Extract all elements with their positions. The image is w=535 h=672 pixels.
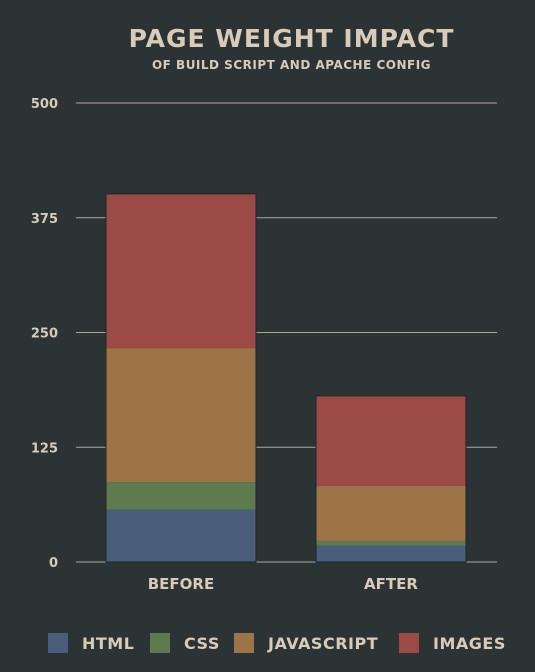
legend-label: HTML — [82, 633, 135, 653]
bar-segment-css-before — [106, 482, 256, 510]
legend-label: CSS — [184, 633, 220, 653]
x-tick-label: AFTER — [364, 575, 418, 593]
chart-title: PAGE WEIGHT IMPACT — [128, 24, 455, 53]
bar-segment-images-after — [316, 395, 466, 486]
bar-segment-javascript-before — [106, 348, 256, 483]
bar-segment-html-after — [316, 545, 466, 562]
bars — [105, 193, 467, 563]
bar-outline — [315, 395, 467, 563]
y-tick-label: 125 — [31, 441, 58, 456]
legend-item-html: HTML — [48, 631, 134, 655]
legend-label: IMAGES — [433, 633, 506, 653]
legend-item-css: CSS — [150, 631, 220, 655]
bar-segment-javascript-after — [316, 485, 466, 541]
bar-segment-images-before — [106, 193, 256, 349]
legend: HTML CSS JAVASCRIPT IMAGES — [0, 631, 535, 657]
x-axis-ticks: BEFORE AFTER — [148, 575, 419, 593]
legend-swatch — [399, 633, 419, 653]
x-tick-label: BEFORE — [148, 575, 214, 593]
chart-subtitle: OF BUILD SCRIPT AND APACHE CONFIG — [151, 58, 432, 72]
bar-outline — [105, 193, 257, 563]
bar-segment-html-before — [106, 509, 256, 562]
legend-swatch — [234, 633, 254, 653]
bar-segment-css-after — [316, 540, 466, 546]
y-tick-label: 250 — [31, 327, 58, 342]
legend-label: JAVASCRIPT — [268, 633, 379, 653]
legend-item-images: IMAGES — [399, 631, 506, 655]
legend-swatch — [48, 633, 68, 653]
y-axis-ticks: 0 125 250 375 500 — [31, 97, 58, 571]
legend-swatch — [150, 633, 170, 653]
legend-item-javascript: JAVASCRIPT — [234, 631, 378, 655]
y-tick-label: 0 — [49, 556, 58, 571]
y-tick-label: 375 — [31, 212, 58, 227]
y-tick-label: 500 — [31, 97, 58, 112]
